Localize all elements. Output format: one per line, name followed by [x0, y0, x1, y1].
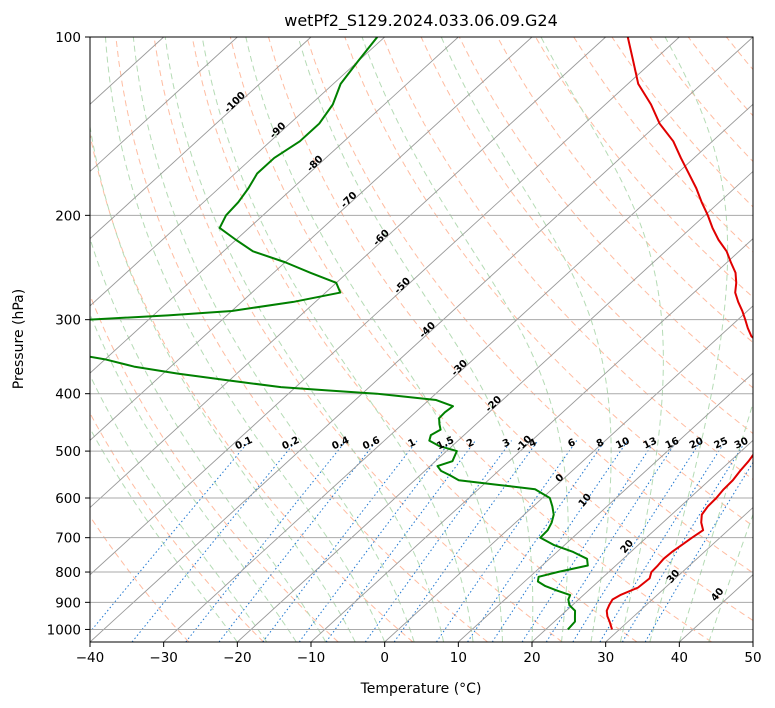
x-tick-label: −10	[297, 650, 326, 666]
mixing-ratio-label: 8	[595, 437, 606, 450]
mixing-ratio-label: 30	[733, 436, 750, 452]
y-tick-label: 400	[55, 387, 81, 403]
moist-adiabat-line	[164, 37, 445, 642]
dewpoint-profile-line	[90, 37, 589, 631]
mixing-ratio-label: 4	[528, 437, 539, 450]
isotherm-line	[90, 37, 385, 307]
y-tick-label: 900	[55, 595, 81, 611]
isotherm-line	[90, 37, 459, 374]
x-tick-label: 50	[744, 650, 761, 666]
y-tick-label: 200	[55, 208, 81, 224]
mixing-ratio-line	[436, 440, 578, 642]
x-axis: −40 −30 −20 −10 0 10 20 30 40 50	[76, 642, 762, 666]
mixing-ratio-line	[218, 440, 378, 642]
mixing-ratio-lines	[90, 440, 753, 642]
mixing-ratio-line	[90, 440, 250, 633]
mixing-ratio-line	[131, 440, 297, 642]
mixing-ratio-label: 13	[642, 436, 659, 452]
dry-adiabat-line	[90, 131, 414, 642]
mixing-ratio-label: 16	[664, 436, 681, 452]
mixing-ratio-label: 25	[713, 436, 730, 452]
isotherm-line	[90, 37, 606, 509]
profile-lines	[90, 37, 753, 631]
mixing-ratio-line	[491, 440, 629, 642]
mixing-ratio-label: 10	[614, 436, 631, 452]
moist-adiabat-line	[90, 123, 356, 642]
x-tick-label: 0	[380, 650, 389, 666]
y-tick-label: 100	[55, 30, 81, 46]
moist-adiabat-line	[678, 401, 753, 642]
plot-frame	[89, 36, 754, 643]
y-tick-label: 1000	[47, 622, 81, 638]
temperature-profile-line	[605, 37, 753, 630]
moist-adiabat-line	[245, 37, 504, 642]
y-tick-label: 700	[55, 531, 81, 547]
x-tick-label: 20	[523, 650, 540, 666]
moist-adiabat-line	[90, 427, 238, 642]
mixing-ratio-line	[599, 440, 727, 642]
dry-adiabat-line	[191, 37, 638, 642]
y-tick-label: 300	[55, 313, 81, 329]
mixing-ratio-line	[364, 440, 512, 642]
moist-adiabat-line	[90, 312, 297, 642]
isotherms	[90, 37, 753, 642]
x-tick-label: −30	[149, 650, 178, 666]
x-axis-label: Temperature (°C)	[360, 681, 482, 697]
moist-adiabat-line	[104, 37, 386, 642]
mixing-ratio-line	[521, 440, 656, 642]
dry-adiabat-line	[90, 515, 190, 642]
moist-adiabat-line	[649, 37, 729, 642]
mixing-ratio-label: 6	[566, 437, 577, 450]
y-axis: 100 200 300 400 500 600 700 800 900 1000	[47, 30, 90, 638]
moist-adiabat-line	[708, 512, 753, 642]
isotherm-line	[90, 37, 680, 576]
x-tick-label: −40	[76, 650, 105, 666]
isotherm-line	[163, 103, 753, 642]
mixing-ratio-label: 20	[688, 436, 705, 452]
mixing-ratio-label: 1	[407, 437, 418, 450]
isotherm-line	[384, 305, 753, 642]
y-tick-label: 600	[55, 491, 81, 507]
mixing-ratio-label: 2	[465, 437, 476, 450]
isobar-gridlines	[90, 37, 753, 630]
isotherm-line	[531, 439, 753, 642]
plot-area: -100-90-80-70-60-50-40-30-20-100 0.1 0.2 0…	[90, 37, 753, 642]
moist-adiabat-line	[201, 37, 474, 642]
isotherm-line	[90, 37, 533, 441]
isotherm-line	[90, 37, 753, 642]
chart-title: wetPf2_S129.2024.033.06.09.G24	[284, 11, 558, 31]
x-tick-label: −20	[223, 650, 252, 666]
dry-adiabat-line	[153, 37, 563, 642]
x-tick-label: 40	[671, 650, 688, 666]
isotherm-line	[310, 238, 753, 642]
moist-adiabat-line	[440, 37, 612, 642]
y-axis-label: Pressure (hPa)	[11, 289, 27, 389]
mixing-ratio-line	[644, 461, 753, 642]
x-tick-label: 10	[450, 650, 467, 666]
y-tick-label: 800	[55, 565, 81, 581]
mixing-ratio-line	[545, 440, 678, 642]
moist-adiabat-line	[540, 37, 664, 642]
mixing-ratio-line	[467, 440, 606, 642]
isotherm-line	[90, 37, 312, 240]
isotherm-line	[237, 170, 753, 642]
mixing-ratio-line	[572, 440, 702, 642]
isotherm-line	[458, 372, 753, 642]
moist-adiabat-line	[361, 37, 569, 642]
mixing-ratio-line	[325, 440, 476, 642]
y-tick-label: 500	[55, 444, 81, 460]
dry-adiabat-line	[497, 37, 753, 344]
moist-adiabat-line	[90, 236, 327, 642]
dry-adiabat-line	[306, 37, 753, 574]
mixing-ratio-label: 3	[501, 437, 512, 450]
x-tick-label: 30	[597, 650, 614, 666]
isotherm-line	[605, 506, 753, 642]
dry-adiabat-line	[268, 37, 753, 622]
dry-adiabat-line	[115, 37, 488, 642]
dry-adiabat-line	[90, 412, 264, 642]
mixing-ratio-line	[621, 440, 747, 642]
moist-adiabat-line	[90, 374, 268, 642]
isotherm-line	[90, 37, 238, 173]
